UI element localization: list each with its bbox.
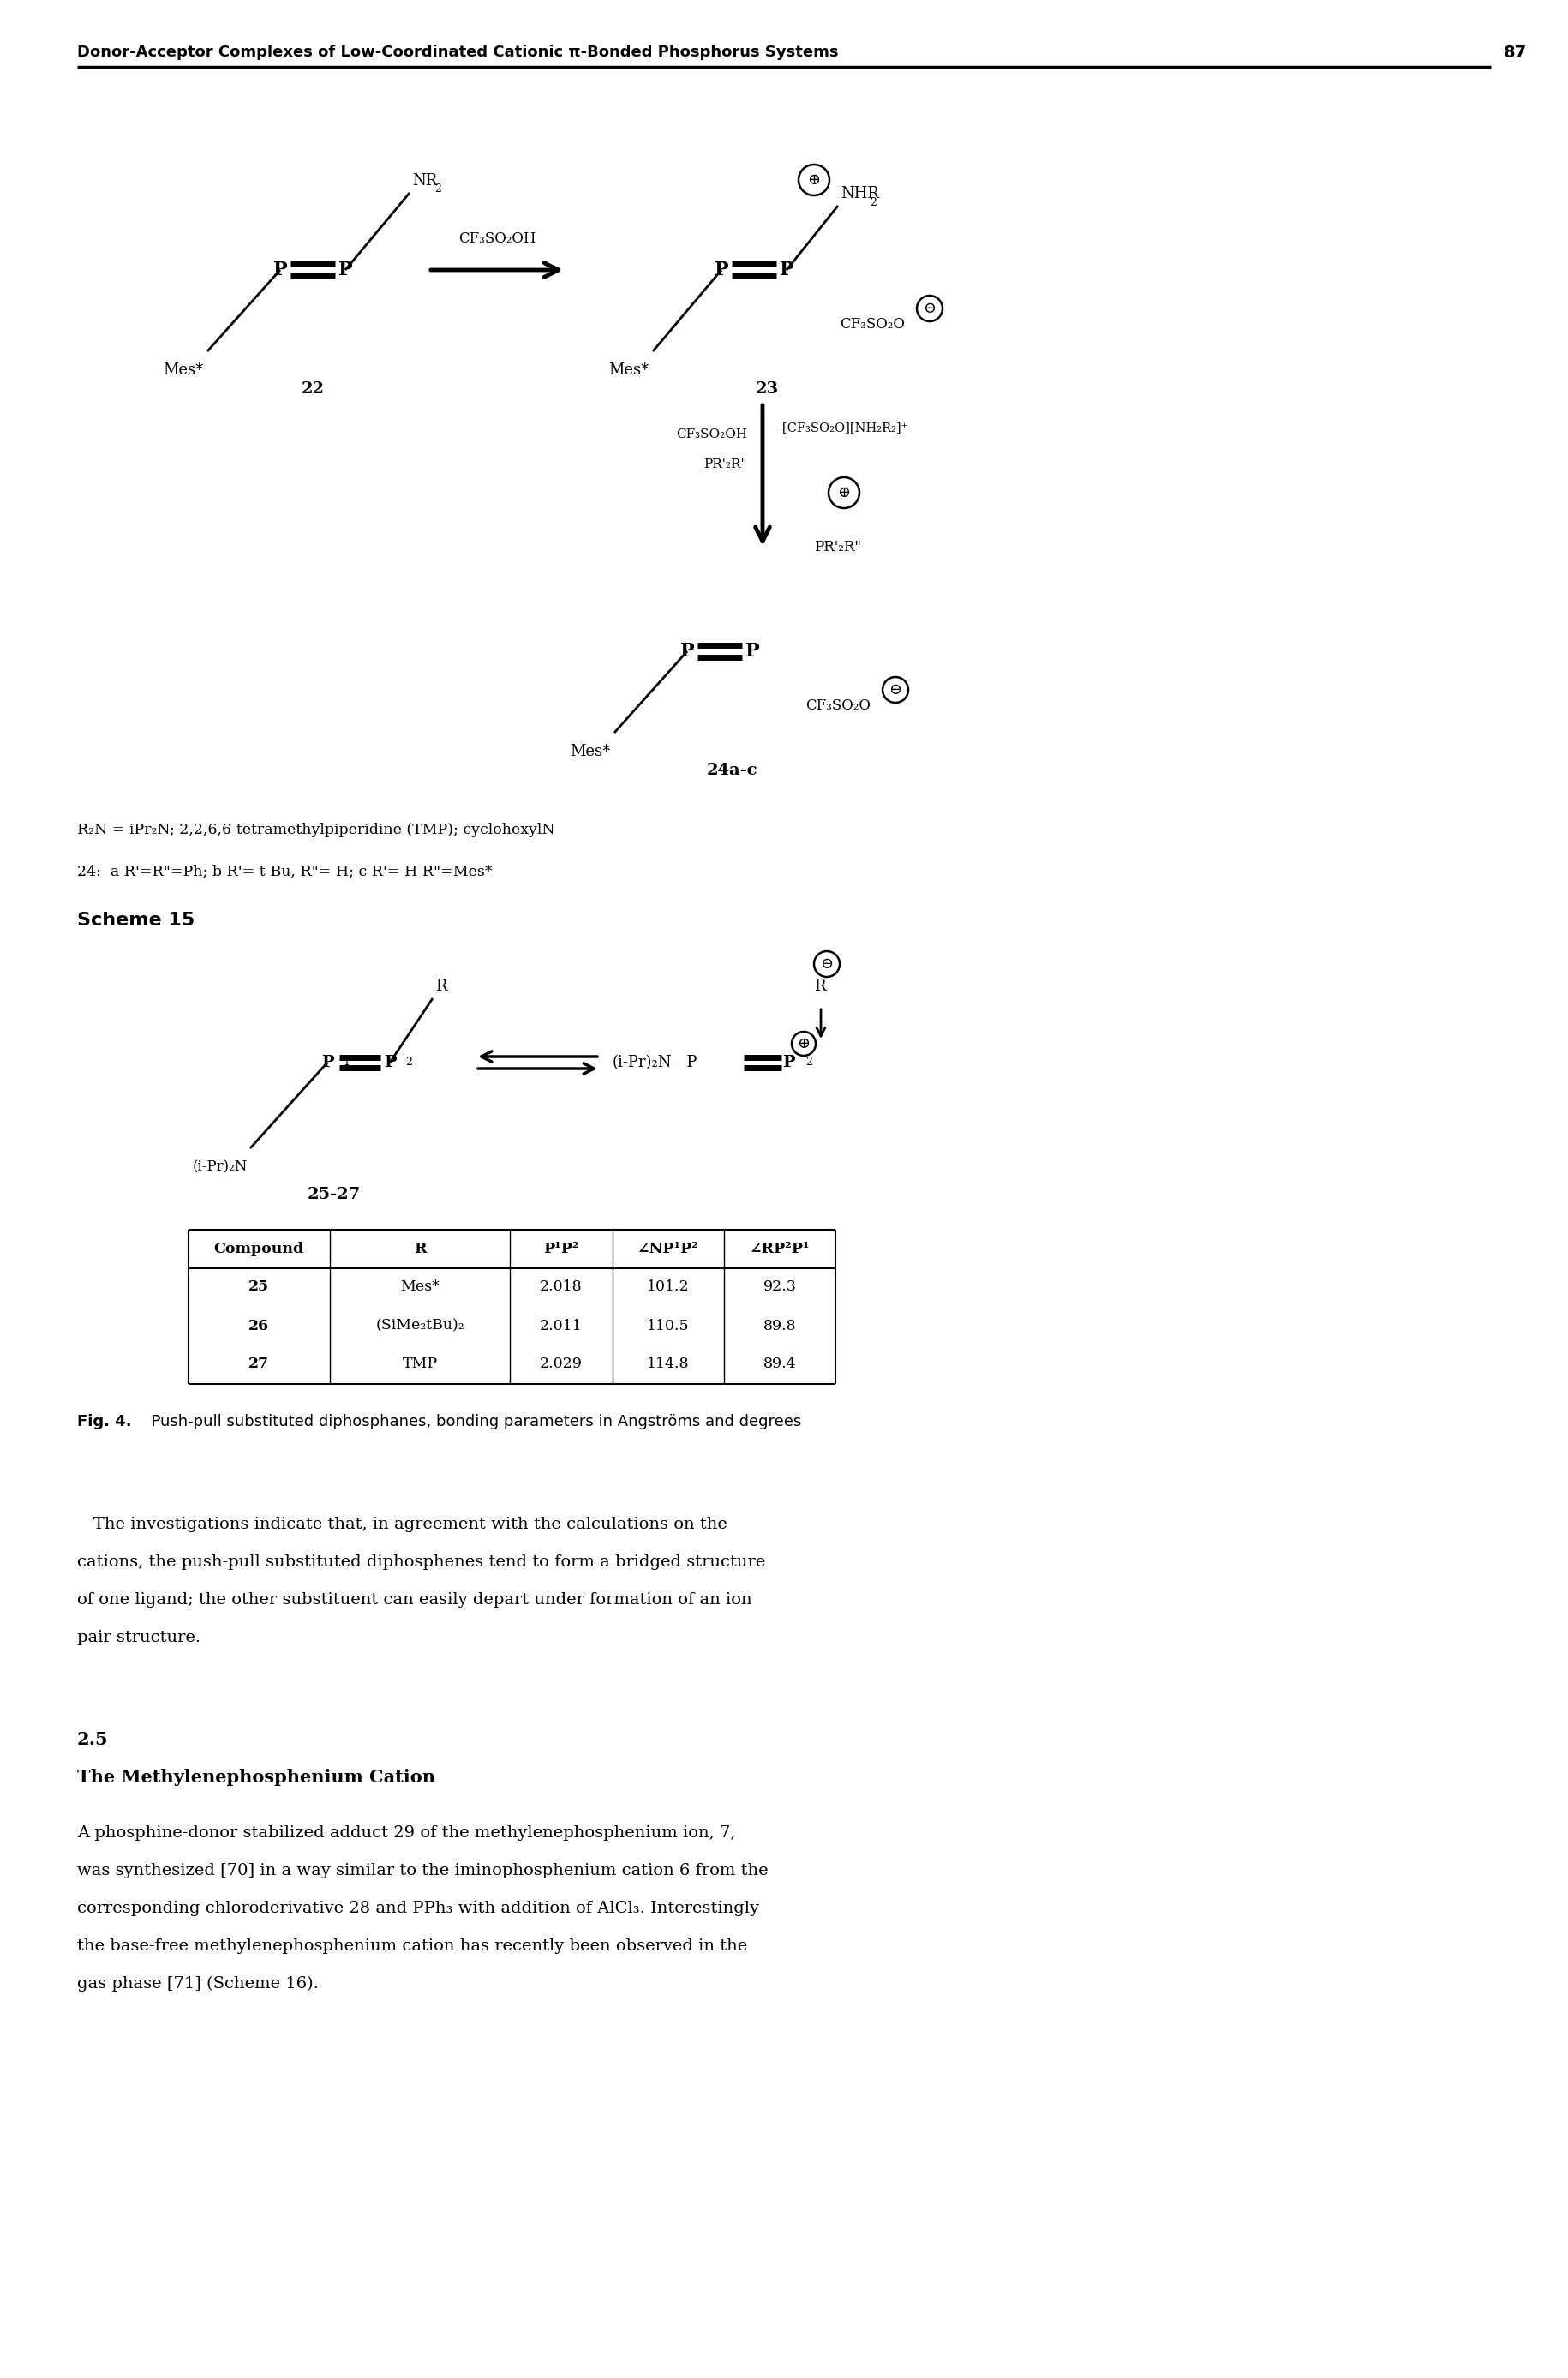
Text: 2: 2 xyxy=(405,1056,412,1068)
Text: NHR: NHR xyxy=(840,185,880,202)
Text: 92.3: 92.3 xyxy=(764,1279,797,1294)
Text: pair structure.: pair structure. xyxy=(77,1629,201,1646)
Text: 2: 2 xyxy=(870,197,877,209)
Text: P: P xyxy=(782,1056,795,1070)
Text: Compound: Compound xyxy=(213,1241,304,1256)
Text: the base-free methylenephosphenium cation has recently been observed in the: the base-free methylenephosphenium catio… xyxy=(77,1938,748,1955)
Text: ⊕: ⊕ xyxy=(797,1037,811,1051)
Text: 2: 2 xyxy=(806,1056,812,1068)
Text: 24a-c: 24a-c xyxy=(707,763,759,778)
Text: ⊕: ⊕ xyxy=(808,171,820,188)
Text: cations, the push-pull substituted diphosphenes tend to form a bridged structure: cations, the push-pull substituted dipho… xyxy=(77,1555,765,1569)
Text: R: R xyxy=(414,1241,426,1256)
Text: P: P xyxy=(321,1056,334,1070)
Text: 2: 2 xyxy=(434,183,441,195)
Text: Mes*: Mes* xyxy=(569,744,610,759)
Text: 1: 1 xyxy=(343,1056,350,1068)
Text: 101.2: 101.2 xyxy=(648,1279,690,1294)
Text: R: R xyxy=(436,980,447,994)
Text: 89.4: 89.4 xyxy=(764,1358,797,1372)
Text: P: P xyxy=(779,262,793,278)
Text: A phosphine-donor stabilized adduct 29 of the methylenephosphenium ion, 7,: A phosphine-donor stabilized adduct 29 o… xyxy=(77,1826,735,1841)
Text: CF₃SO₂OH: CF₃SO₂OH xyxy=(458,231,536,245)
Text: Mes*: Mes* xyxy=(400,1279,439,1294)
Text: CF₃SO₂O: CF₃SO₂O xyxy=(806,699,870,713)
Text: PR'₂R": PR'₂R" xyxy=(704,459,748,471)
Text: Fig. 4.: Fig. 4. xyxy=(77,1415,132,1429)
Text: The investigations indicate that, in agreement with the calculations on the: The investigations indicate that, in agr… xyxy=(77,1517,728,1531)
Text: 25: 25 xyxy=(248,1279,270,1294)
Text: 26: 26 xyxy=(248,1317,270,1334)
Text: (SiMe₂tBu)₂: (SiMe₂tBu)₂ xyxy=(375,1317,464,1334)
Text: TMP: TMP xyxy=(403,1358,437,1372)
Text: NR: NR xyxy=(412,174,437,188)
Text: P: P xyxy=(339,262,353,278)
Text: P: P xyxy=(745,642,759,661)
Text: Push-pull substituted diphosphanes, bonding parameters in Angströms and degrees: Push-pull substituted diphosphanes, bond… xyxy=(141,1415,801,1429)
Text: The Methylenephosphenium Cation: The Methylenephosphenium Cation xyxy=(77,1769,436,1786)
Text: P: P xyxy=(715,262,729,278)
Text: Scheme 15: Scheme 15 xyxy=(77,911,194,930)
Text: ∠RP²P¹: ∠RP²P¹ xyxy=(750,1241,811,1256)
Text: Mes*: Mes* xyxy=(163,361,204,378)
Text: -[CF₃SO₂O][NH₂R₂]⁺: -[CF₃SO₂O][NH₂R₂]⁺ xyxy=(778,421,908,433)
Text: 89.8: 89.8 xyxy=(764,1317,797,1334)
Text: 24:  a R'=R"=Ph; b R'= t-Bu, R"= H; c R'= H R"=Mes*: 24: a R'=R"=Ph; b R'= t-Bu, R"= H; c R'=… xyxy=(77,863,492,877)
Text: (i-Pr)₂N—P: (i-Pr)₂N—P xyxy=(613,1056,698,1070)
Text: R₂N = iPr₂N; 2,2,6,6-tetramethylpiperidine (TMP); cyclohexylN: R₂N = iPr₂N; 2,2,6,6-tetramethylpiperidi… xyxy=(77,823,555,837)
Text: CF₃SO₂O: CF₃SO₂O xyxy=(840,316,905,331)
Text: corresponding chloroderivative 28 and PPh₃ with addition of AlCl₃. Interestingly: corresponding chloroderivative 28 and PP… xyxy=(77,1900,759,1917)
Text: ⊖: ⊖ xyxy=(889,682,902,697)
Text: P: P xyxy=(273,262,287,278)
Text: 22: 22 xyxy=(301,380,325,397)
Text: ⊕: ⊕ xyxy=(837,485,850,499)
Text: of one ligand; the other substituent can easily depart under formation of an ion: of one ligand; the other substituent can… xyxy=(77,1593,753,1608)
Text: 2.011: 2.011 xyxy=(539,1317,582,1334)
Text: 25-27: 25-27 xyxy=(307,1187,361,1203)
Text: CF₃SO₂OH: CF₃SO₂OH xyxy=(676,428,748,440)
Text: 2.5: 2.5 xyxy=(77,1731,108,1748)
Text: P: P xyxy=(384,1056,397,1070)
Text: ⊖: ⊖ xyxy=(924,300,936,316)
Text: R: R xyxy=(814,980,826,994)
Text: was synthesized [70] in a way similar to the iminophosphenium cation 6 from the: was synthesized [70] in a way similar to… xyxy=(77,1862,768,1879)
Text: 23: 23 xyxy=(756,380,778,397)
Text: P¹P²: P¹P² xyxy=(544,1241,579,1256)
Text: 2.029: 2.029 xyxy=(539,1358,583,1372)
Text: (i-Pr)₂N: (i-Pr)₂N xyxy=(193,1160,248,1175)
Text: 110.5: 110.5 xyxy=(648,1317,690,1334)
Text: 27: 27 xyxy=(248,1358,270,1372)
Text: Donor-Acceptor Complexes of Low-Coordinated Cationic π-Bonded Phosphorus Systems: Donor-Acceptor Complexes of Low-Coordina… xyxy=(77,45,839,59)
Text: 87: 87 xyxy=(1504,45,1527,62)
Text: Mes*: Mes* xyxy=(608,361,649,378)
Text: ∠NP¹P²: ∠NP¹P² xyxy=(638,1241,699,1256)
Text: ⊖: ⊖ xyxy=(820,956,833,973)
Text: P: P xyxy=(681,642,695,661)
Text: 2.018: 2.018 xyxy=(539,1279,582,1294)
Text: 114.8: 114.8 xyxy=(648,1358,690,1372)
Text: gas phase [71] (Scheme 16).: gas phase [71] (Scheme 16). xyxy=(77,1976,318,1993)
Text: PR'₂R": PR'₂R" xyxy=(814,540,861,554)
